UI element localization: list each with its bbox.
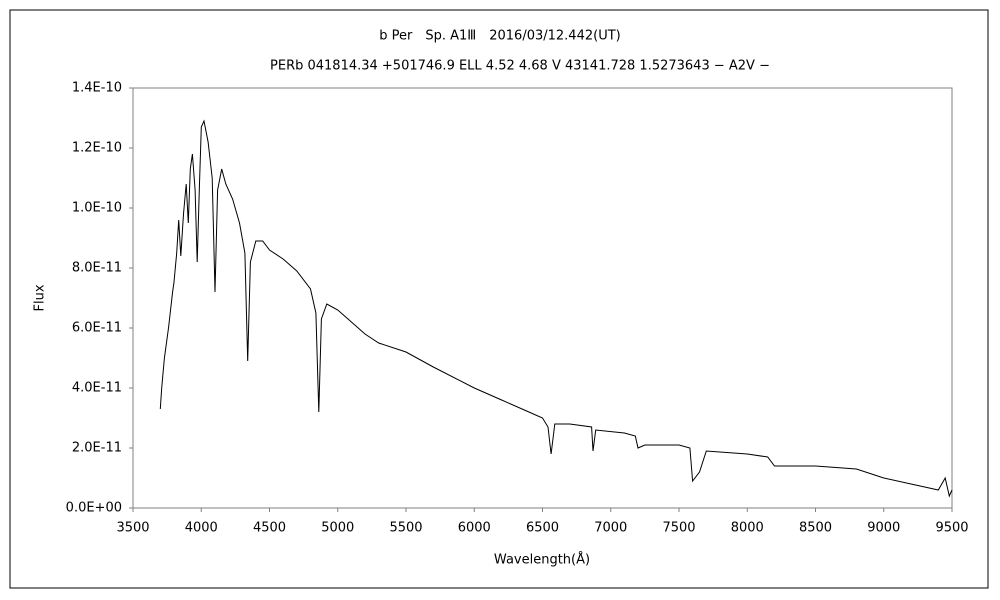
x-tick-label: 5500 — [389, 521, 422, 536]
spectrum-line — [159, 119, 953, 498]
x-tick-label: 4000 — [185, 521, 218, 536]
y-tick-label: 4.0E-11 — [72, 381, 122, 396]
y-axis-label: Flux — [33, 284, 48, 311]
x-tick-label: 6500 — [526, 521, 559, 536]
chart-title: b Per Sp. A1Ⅲ 2016/03/12.442(UT) — [379, 29, 620, 44]
x-tick-label: 5000 — [321, 521, 354, 536]
y-tick-label: 1.2E-10 — [72, 141, 122, 156]
x-tick-label: 4500 — [253, 521, 286, 536]
y-tick-label: 1.4E-10 — [72, 81, 122, 96]
x-tick-label: 8500 — [799, 521, 832, 536]
x-tick-label: 9000 — [867, 521, 900, 536]
y-tick-label: 0.0E+00 — [66, 501, 122, 516]
y-tick-label: 8.0E-11 — [72, 261, 122, 276]
chart-frame — [9, 9, 989, 589]
x-tick-label: 9500 — [935, 521, 968, 536]
x-tick-label: 7500 — [662, 521, 695, 536]
y-tick-label: 6.0E-11 — [72, 321, 122, 336]
x-tick-label: 7000 — [594, 521, 627, 536]
x-tick-label: 8000 — [731, 521, 764, 536]
x-axis-label: Wavelength(Å) — [494, 552, 590, 568]
x-tick-label: 3500 — [116, 521, 149, 536]
y-tick-label: 2.0E-11 — [72, 441, 122, 456]
y-tick-label: 1.0E-10 — [72, 201, 122, 216]
x-tick-label: 6000 — [458, 521, 491, 536]
chart-subtitle: PERb 041814.34 +501746.9 ELL 4.52 4.68 V… — [270, 59, 770, 74]
